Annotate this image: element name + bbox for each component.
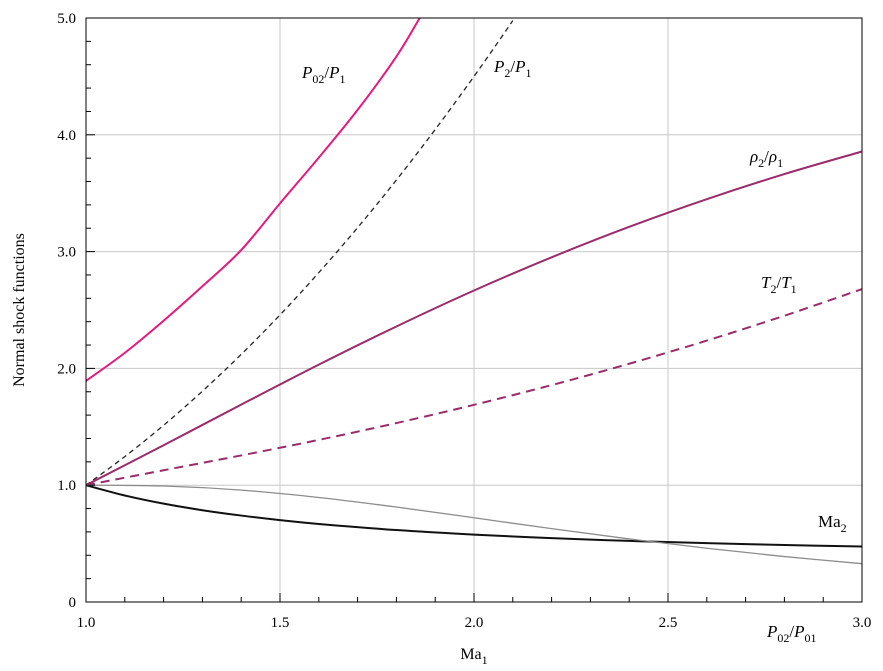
x-axis-title-main: Ma [460,646,481,663]
series-label-part: 2 [841,521,847,535]
series-line-p02-p1 [85,17,421,382]
series-label-part: / [510,57,515,76]
series-label-part: 1 [777,156,783,170]
series-label-part: / [324,63,329,82]
series-label-part: Ma [818,512,841,531]
series-label-t2-t1: T2/T1 [761,273,797,296]
series-line-p2-p1 [85,20,514,486]
y-tick-label: 3.0 [57,245,76,261]
series-label-part: T [761,273,772,292]
series-label-part: T [781,273,792,292]
x-tick-label: 1.5 [271,615,290,631]
series-label-part: 01 [805,631,817,645]
series-label-part: P [793,622,804,641]
series-label-part: 1 [791,282,797,296]
y-tick-label: 5.0 [57,11,76,27]
series-label-part: P [514,57,525,76]
series-line-rho2-rho1 [85,150,863,487]
x-tick-label: 2.0 [465,615,484,631]
series-label-part: ρ [749,147,758,166]
series-label-part: 1 [340,72,346,86]
series-label-rho2-rho1: ρ2/ρ1 [749,147,783,170]
series-label-p02-p1: P02/P1 [301,63,346,86]
series-line-ma2 [85,484,863,548]
series-label-part: ρ [768,147,777,166]
series-label-part: 2 [770,282,776,296]
x-tick-label: 1.0 [77,615,96,631]
series-label-p2-p1: P2/P1 [493,57,532,80]
series-label-part: / [776,273,781,292]
y-axis-title: Normal shock functions [11,233,28,387]
series-label-part: P [301,63,312,82]
series-label-part: P [493,57,504,76]
series-line-p02-p01 [85,484,863,565]
x-tick-label: 3.0 [853,615,872,631]
series-label-part: / [764,147,769,166]
series-label-p02-p01: P02/P01 [766,622,817,645]
series-label-part: P [766,622,777,641]
series-label-ma2: Ma2 [818,512,847,535]
y-tick-label: 1.0 [57,478,76,494]
x-tick-label: 2.5 [659,615,678,631]
y-tick-label: 0 [69,595,77,611]
series-label-part: 2 [504,66,510,80]
series-label-part: P [328,63,339,82]
series-lines [85,17,863,565]
series-label-part: 02 [312,72,324,86]
y-tick-label: 4.0 [57,128,76,144]
series-label-part: / [789,622,794,641]
grid [86,18,862,602]
series-label-part: 2 [758,156,764,170]
series-label-part: 1 [526,66,532,80]
series-label-part: 02 [777,631,789,645]
x-axis-title: Ma1 [460,646,487,667]
axis-ticks: 1.0 1.5 2.0 2.5 3.001.02.03.04.05.0 [57,11,871,631]
y-tick-label: 2.0 [57,361,76,377]
series-line-t2-t1 [85,288,863,487]
x-axis-title-sub: 1 [482,653,488,667]
